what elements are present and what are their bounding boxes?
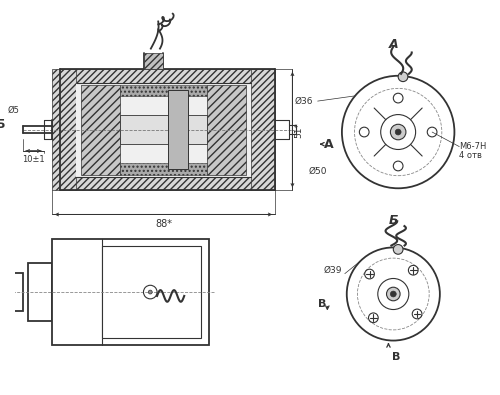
Bar <box>60 177 275 190</box>
Bar <box>120 115 207 144</box>
Bar <box>207 85 246 175</box>
Circle shape <box>396 129 401 135</box>
Circle shape <box>390 291 396 297</box>
Text: Ø5: Ø5 <box>7 106 19 115</box>
Bar <box>120 163 207 175</box>
Text: A: A <box>324 137 333 150</box>
Text: Ø36: Ø36 <box>294 97 313 105</box>
Circle shape <box>386 287 400 301</box>
Text: Ø39: Ø39 <box>324 266 342 275</box>
Circle shape <box>398 72 408 82</box>
Text: B: B <box>318 299 326 309</box>
Bar <box>144 53 164 69</box>
Text: 88*: 88* <box>155 219 172 229</box>
Circle shape <box>148 290 152 294</box>
Bar <box>168 90 188 169</box>
Text: A: A <box>388 38 398 51</box>
Bar <box>76 83 250 177</box>
Text: 4 отв: 4 отв <box>460 151 482 160</box>
Bar <box>250 69 275 190</box>
Text: Б: Б <box>0 118 6 131</box>
Bar <box>81 85 120 175</box>
Bar <box>52 239 209 345</box>
Circle shape <box>390 124 406 140</box>
Text: M6-7H: M6-7H <box>460 142 486 151</box>
Text: Ø50: Ø50 <box>309 167 328 176</box>
Bar <box>102 246 202 338</box>
Bar <box>52 69 76 190</box>
Bar <box>11 273 23 311</box>
Circle shape <box>394 245 403 254</box>
Text: 51*: 51* <box>294 122 304 137</box>
Text: B: B <box>392 352 400 362</box>
Bar <box>120 85 207 96</box>
Text: Б: Б <box>388 214 398 227</box>
Bar <box>28 263 52 322</box>
Text: 10±1: 10±1 <box>22 155 45 164</box>
Bar <box>60 69 275 83</box>
